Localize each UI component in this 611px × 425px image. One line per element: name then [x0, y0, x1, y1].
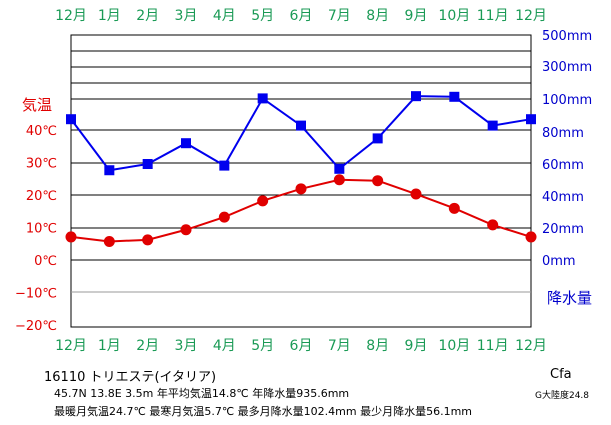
month-label-top: 12月 [55, 8, 87, 24]
month-label-bottom: 8月 [366, 338, 389, 354]
month-label-bottom: 1月 [98, 338, 121, 354]
month-label-top: 10月 [438, 8, 470, 24]
precipitation-tick-label: 500mm [542, 29, 592, 44]
month-label-top: 5月 [251, 8, 274, 24]
temperature-tick-label: 20℃ [26, 189, 57, 204]
temperature-point [142, 234, 154, 246]
month-label-bottom: 6月 [290, 338, 313, 354]
precipitation-point [372, 133, 383, 144]
temperature-point [372, 175, 384, 187]
temperature-point [218, 211, 230, 223]
precipitation-point [257, 93, 268, 104]
temperature-tick-label: 30℃ [26, 157, 57, 172]
temperature-tick-label: 40℃ [26, 124, 57, 139]
month-label-bottom: 5月 [251, 338, 274, 354]
month-label-top: 11月 [477, 8, 509, 24]
precipitation-tick-label: 100mm [542, 93, 592, 108]
temperature-tick-label: 0℃ [34, 254, 57, 269]
month-label-top: 3月 [175, 8, 198, 24]
month-label-bottom: 10月 [438, 338, 470, 354]
precipitation-axis-ticks: 500mm 300mm 100mm 80mm 60mm 40mm 20mm 0mm [542, 29, 592, 269]
month-label-bottom: 9月 [405, 338, 428, 354]
month-label-bottom: 3月 [175, 338, 198, 354]
month-label-bottom: 12月 [55, 338, 87, 354]
precipitation-point [296, 120, 306, 131]
temperature-tick-label: −10℃ [15, 287, 57, 302]
temperature-point [180, 224, 192, 236]
precipitation-point [449, 91, 460, 102]
temperature-tick-label: −20℃ [15, 319, 57, 334]
month-label-bottom: 12月 [515, 338, 547, 354]
chart-grid [70, 34, 532, 328]
precipitation-tick-label: 20mm [542, 222, 584, 237]
month-label-top: 2月 [136, 8, 159, 24]
continentality-index: G大陸度24.8 [535, 391, 590, 401]
month-label-top: 1月 [98, 8, 121, 24]
temperature-point [410, 188, 422, 200]
temperature-point [448, 202, 460, 214]
station-stats-2: 最暖月気温24.7℃ 最寒月気温5.7℃ 最多月降水量102.4mm 最少月降水… [54, 405, 473, 418]
chart-series [65, 91, 537, 247]
top-month-labels: 12月 1月 2月 3月 4月 5月 6月 7月 8月 9月 10月 11月 12月 [55, 8, 547, 24]
temperature-point [525, 231, 537, 243]
month-label-bottom: 7月 [328, 338, 351, 354]
precipitation-point [66, 114, 76, 125]
precipitation-point [142, 159, 153, 169]
month-label-top: 12月 [515, 8, 547, 24]
precipitation-point [104, 165, 115, 176]
temperature-point [65, 231, 77, 243]
precipitation-point [411, 91, 421, 102]
month-label-top: 7月 [328, 8, 351, 24]
precipitation-tick-label: 80mm [542, 126, 584, 141]
temperature-axis-title: 気温 [22, 96, 52, 114]
month-label-bottom: 11月 [477, 338, 509, 354]
precipitation-tick-label: 0mm [542, 254, 576, 269]
precipitation-point [334, 163, 345, 174]
month-label-bottom: 2月 [136, 338, 159, 354]
month-label-top: 9月 [405, 8, 428, 24]
precipitation-point [219, 160, 230, 171]
station-name: 16110 トリエステ(イタリア) [44, 370, 217, 385]
precipitation-axis-title: 降水量 [547, 289, 592, 307]
precipitation-tick-label: 40mm [542, 190, 584, 205]
precipitation-line [70, 95, 532, 172]
precipitation-tick-label: 300mm [542, 60, 592, 75]
month-label-top: 4月 [213, 8, 236, 24]
month-label-top: 8月 [366, 8, 389, 24]
precipitation-point [526, 114, 536, 125]
temperature-axis-ticks: 40℃ 30℃ 20℃ 10℃ 0℃ −10℃ −20℃ [15, 124, 57, 334]
plot-frame [70, 34, 532, 328]
temperature-point [333, 174, 345, 186]
temperature-point [103, 235, 115, 247]
month-label-bottom: 4月 [213, 338, 236, 354]
precipitation-point [181, 138, 191, 149]
koppen-climate-code: Cfa [550, 367, 572, 382]
temperature-point [257, 195, 269, 207]
precipitation-tick-label: 60mm [542, 158, 584, 173]
bottom-month-labels: 12月 1月 2月 3月 4月 5月 6月 7月 8月 9月 10月 11月 12月 [55, 338, 547, 354]
month-label-top: 6月 [290, 8, 313, 24]
precipitation-point [487, 120, 498, 131]
temperature-point [295, 183, 307, 195]
temperature-point [487, 219, 499, 231]
temperature-tick-label: 10℃ [26, 222, 57, 237]
station-stats-1: 45.7N 13.8E 3.5m 年平均気温14.8℃ 年降水量935.6mm [54, 387, 350, 400]
